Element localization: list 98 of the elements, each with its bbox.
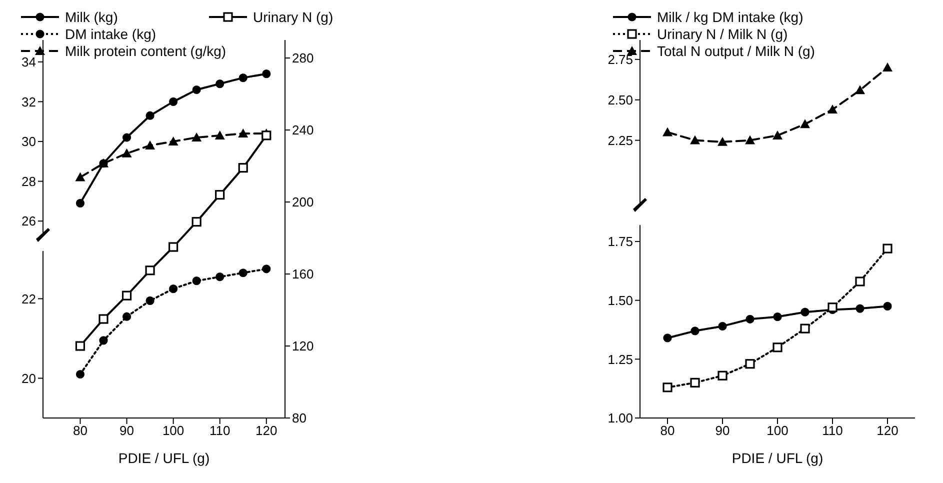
y-tick-label: 30 [22,134,36,150]
x-tick-label: 80 [660,423,675,438]
y-tick-label: 2.25 [608,132,633,148]
point [828,104,838,114]
point [882,62,892,72]
y-tick-label: 1.75 [608,234,633,250]
point [122,133,132,142]
point [168,242,178,252]
point [718,322,727,331]
point [238,128,248,138]
y-tick-label: 1.50 [608,292,633,308]
point [146,111,154,120]
x-tick-label: 120 [876,423,898,438]
point [772,130,782,140]
point [122,290,132,300]
point [772,342,782,352]
legend-label: Milk protein content (g/kg) [65,42,226,58]
x-tick-label: 100 [162,423,184,438]
x-tick-label: 110 [822,423,843,438]
point [216,79,224,88]
y2-tick-label: 160 [292,266,314,282]
point [773,312,782,322]
point [169,97,178,106]
point [745,359,755,369]
point [882,244,892,254]
point [690,135,700,144]
point [855,85,865,94]
y-tick-label: 1.25 [608,352,633,367]
y2-tick-label: 120 [292,338,314,354]
point [663,334,672,342]
x-tick-label: 110 [209,423,230,438]
y-tick-label: 1.00 [608,410,633,426]
point [800,324,810,334]
point [146,296,154,305]
y2-tick-label: 240 [292,122,314,138]
point [214,130,225,140]
point [215,190,225,200]
point [262,70,271,78]
point [169,284,178,294]
x-tick-label: 90 [120,423,134,438]
point [75,341,86,351]
point [192,217,202,227]
point [262,264,271,274]
point [192,132,202,142]
x-tick-label: 90 [715,423,730,438]
point [856,304,864,313]
point [192,85,201,94]
y-tick-label: 2.50 [608,92,633,108]
point [800,308,810,316]
point [718,370,728,380]
point [690,326,700,336]
point [828,302,838,312]
point [262,130,272,140]
point [192,276,201,286]
x-tick-label: 80 [72,423,88,438]
point [145,266,155,276]
point [238,268,248,278]
legend-label: Total N output / Milk N (g) [657,42,815,58]
legend-label: Milk (kg) [65,8,118,24]
x-tick-label: 120 [256,423,278,438]
point [216,272,224,282]
y-tick-label: 32 [22,94,36,110]
y2-tick-label: 200 [292,194,314,210]
point [718,136,728,146]
point [99,336,108,345]
x-axis-title: PDIE / UFL (g) [732,450,824,466]
y-tick-label: 20 [22,370,36,386]
point [690,378,700,388]
point [76,370,85,379]
point [168,136,178,146]
y2-tick-label: 280 [292,50,314,66]
legend-label: DM intake (kg) [65,26,156,42]
point [746,314,754,324]
point [238,74,248,82]
y-tick-label: 28 [22,174,36,189]
x-axis-title: PDIE / UFL (g) [118,450,210,466]
y-tick-label: 2.75 [608,52,633,68]
legend-label: Urinary N / Milk N (g) [657,26,788,42]
point [662,382,672,392]
point [800,119,810,128]
legend-label: Urinary N (g) [253,8,334,24]
point [238,163,248,173]
y-tick-label: 26 [22,214,36,229]
point [75,172,86,182]
point [122,312,132,321]
point [76,198,85,208]
legend-label: Milk / kg DM intake (kg) [657,8,804,24]
x-tick-label: 100 [766,423,788,438]
y-tick-label: 22 [22,291,36,306]
point [98,314,108,324]
y-tick-label: 34 [22,54,36,70]
point [122,148,132,158]
point [883,302,892,310]
point [745,135,755,144]
y2-tick-label: 80 [292,410,306,426]
point [855,276,865,286]
point [145,140,156,150]
point [662,127,672,136]
